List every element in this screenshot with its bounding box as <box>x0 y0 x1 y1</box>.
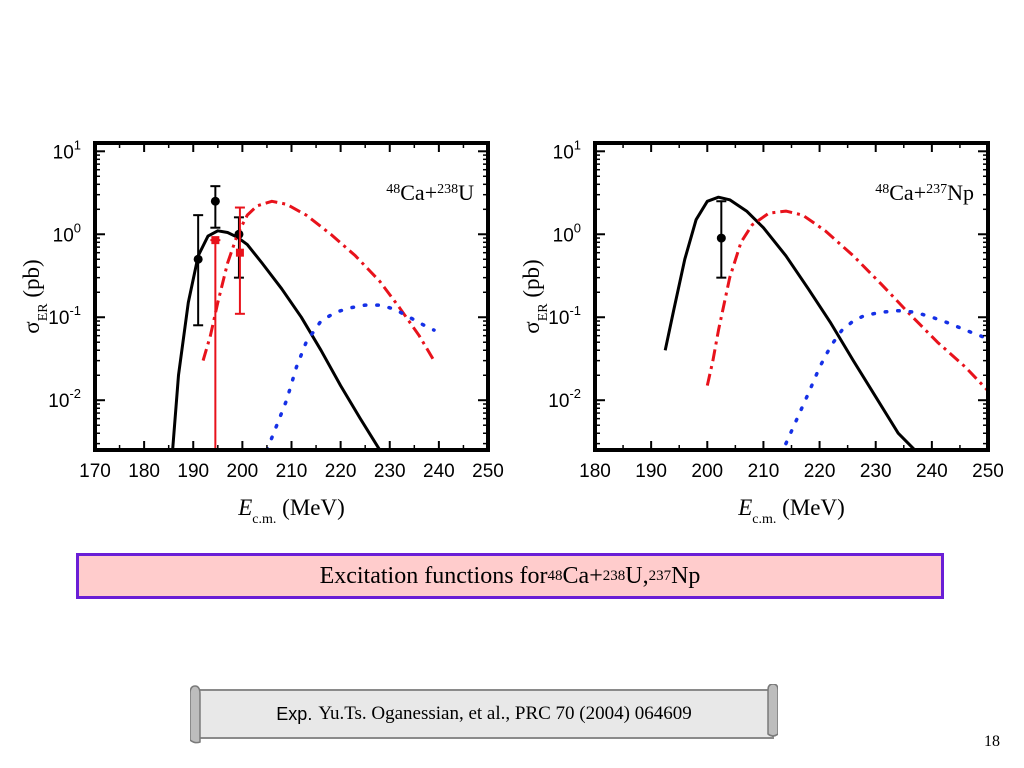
y-tick-label: 101 <box>53 137 81 163</box>
x-tick-label: 190 <box>635 461 667 482</box>
series-line-dotted <box>265 303 436 450</box>
chart-ca48-np237-svg: 180 190 200 210 220 230 240 250 101 100 10-1 10-2 Ec… <box>519 137 1004 527</box>
data-point <box>235 248 244 257</box>
reference-text: Exp. Yu.Ts. Oganessian, et al., PRC 70 (… <box>190 684 778 744</box>
chart-ca48-np237: 180 190 200 210 220 230 240 250 101 100 10-1 10-2 Ec… <box>515 130 1015 540</box>
series-line-solid <box>663 195 917 450</box>
data-point <box>210 196 220 206</box>
reference-citation: Yu.Ts. Oganessian, et al., PRC 70 (2004)… <box>318 703 692 724</box>
caption-a3: 237 <box>648 567 672 584</box>
y-tick-label: 101 <box>553 137 581 163</box>
data-point <box>193 254 203 264</box>
caption-t3: Np <box>671 562 701 589</box>
reaction-label: 48Ca+238U <box>386 180 474 205</box>
x-tick-label: 210 <box>276 461 308 482</box>
caption-t2: U, <box>625 562 649 589</box>
x-tick-label: 190 <box>177 461 209 482</box>
caption-prefix: Excitation functions for <box>319 562 548 589</box>
y-tick-label: 10-1 <box>48 303 81 329</box>
x-tick-label: 250 <box>972 461 1004 482</box>
caption-a2: 238 <box>602 567 626 584</box>
caption-t1: Ca+ <box>562 562 603 589</box>
y-tick-label: 10-2 <box>548 386 581 412</box>
series-line-dotted <box>784 308 988 446</box>
x-tick-label: 240 <box>916 461 948 482</box>
x-tick-label: 220 <box>325 461 357 482</box>
x-tick-label: 180 <box>128 461 160 482</box>
series-line-solid <box>171 229 382 450</box>
x-tick-label: 200 <box>691 461 723 482</box>
caption-a1: 48 <box>547 567 563 584</box>
x-tick-label: 180 <box>579 461 611 482</box>
x-tick-label: 220 <box>804 461 836 482</box>
plot-area <box>171 185 436 450</box>
data-point <box>211 236 220 245</box>
reaction-label: 48Ca+237Np <box>875 180 974 205</box>
x-axis-label: Ec.m. (MeV) <box>737 495 845 527</box>
figure-caption: Excitation functions for 48 Ca+ 238 U, 237 N… <box>76 553 944 599</box>
reference-scroll: Exp. Yu.Ts. Oganessian, et al., PRC 70 (… <box>190 684 778 744</box>
x-tick-label: 170 <box>79 461 111 482</box>
x-tick-label: 200 <box>227 461 259 482</box>
chart-ca48-u238-svg: 170 180 190 200 210 220 230 240 250 101 100 10-1 10-… <box>19 137 504 527</box>
page-number: 18 <box>984 733 1000 750</box>
plot-area <box>663 195 988 450</box>
x-tick-label: 230 <box>860 461 892 482</box>
y-tick-label: 100 <box>553 220 581 246</box>
series-line-dashdot <box>201 199 436 362</box>
scroll-banner-shape <box>190 684 778 744</box>
reference-label: Exp. <box>276 703 313 724</box>
y-axis-label: σER (pb) <box>519 259 551 333</box>
y-tick-label: 100 <box>53 220 81 246</box>
x-tick-label: 230 <box>374 461 406 482</box>
series-line-dashdot <box>705 209 988 392</box>
x-tick-label: 250 <box>472 461 504 482</box>
y-axis-label: σER (pb) <box>19 259 51 333</box>
data-point <box>716 233 726 243</box>
y-tick-label: 10-1 <box>548 303 581 329</box>
y-tick-label: 10-2 <box>48 386 81 412</box>
chart-ca48-u238: 170 180 190 200 210 220 230 240 250 101 100 10-1 10-… <box>15 130 515 540</box>
x-tick-label: 240 <box>423 461 455 482</box>
x-axis-label: Ec.m. (MeV) <box>237 495 345 527</box>
x-tick-label: 210 <box>748 461 780 482</box>
